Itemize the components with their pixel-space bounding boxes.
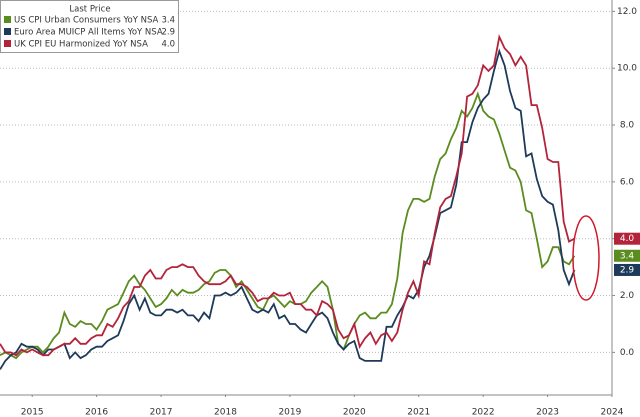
x-tick-label: 2023 [536,408,559,417]
legend-label: UK CPI EU Harmonized YoY NSA [14,40,148,50]
series-line [0,91,576,360]
end-label: 3.4 [620,251,635,261]
series-line [0,48,576,370]
x-tick-label: 2022 [472,408,495,417]
x-tick-label: 2024 [601,408,624,417]
y-tick-label: 0.0 [620,348,635,358]
legend-title: Last Price [69,5,110,15]
x-tick-label: 2021 [407,408,430,417]
legend-label: Euro Area MUICP All Items YoY NSA [14,28,163,38]
end-label: 2.9 [620,265,635,275]
y-tick-label: 10.0 [617,64,637,74]
y-tick-label: 8.0 [620,121,635,131]
x-tick-label: 2019 [278,408,301,417]
x-tick-label: 2016 [85,408,108,417]
lines [0,33,576,370]
end-label-box [614,232,640,245]
end-label: 4.0 [620,234,635,244]
axis-labels: 0.0 2.0 4.0 6.0 8.0 10.0 12.0 2015 2016 2017 2018 2… [21,7,640,417]
x-tick-label: 2018 [214,408,237,417]
end-label-box [614,249,640,262]
y-tick-label: 12.0 [617,7,637,17]
legend-swatch [4,40,11,47]
legend-swatch [4,28,11,35]
x-tick-label: 2017 [150,408,173,417]
legend-value: 3.4 [161,16,175,26]
legend-label: US CPI Urban Consumers YoY NSA [14,16,159,26]
end-label-box [614,263,640,276]
legend-value: 2.9 [161,28,175,38]
legend-box [0,0,179,53]
legend-value: 4.0 [161,40,175,50]
series-line [0,33,575,357]
highlight-ellipse [572,215,600,301]
y-tick-label: 2.0 [620,291,635,301]
x-tick-label: 2020 [343,408,366,417]
x-tick-label: 2015 [21,408,44,417]
plot-area [0,0,612,395]
y-tick-label: 6.0 [620,177,635,187]
legend-swatch [4,16,11,23]
legend: Last Price US CPI Urban Consumers YoY NS… [0,0,179,53]
